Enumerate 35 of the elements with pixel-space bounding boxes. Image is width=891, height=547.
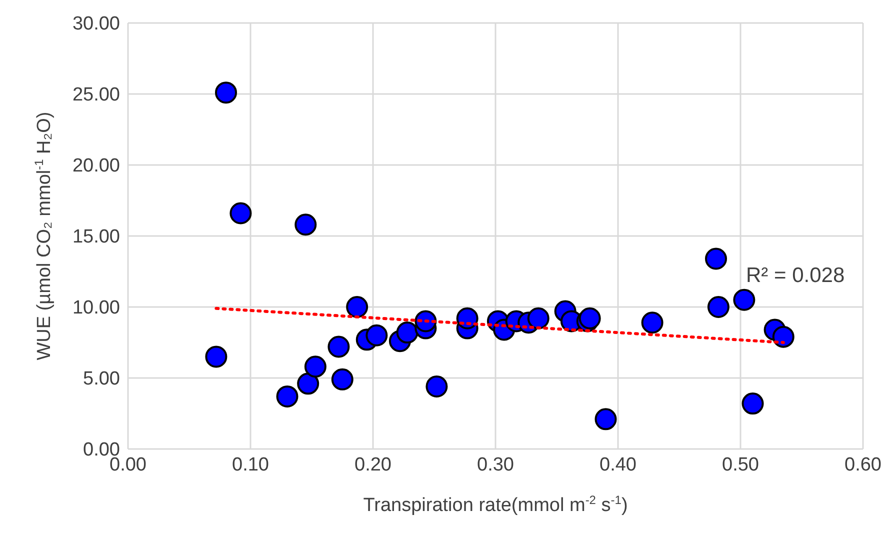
- x-axis-title: Transpiration rate(mmol m$^{-2}$ s$^{-1}$): [363, 493, 628, 516]
- point: [215, 82, 237, 104]
- y-tick-label: 15.00: [72, 226, 120, 248]
- y-tick-label: 5.00: [83, 368, 120, 390]
- point: [594, 408, 617, 430]
- point: [772, 326, 794, 348]
- point: [205, 346, 228, 368]
- y-tick-label: 25.00: [72, 84, 120, 106]
- x-tick-label: 0.50: [722, 454, 759, 476]
- y-tick-label: 10.00: [72, 298, 120, 319]
- point: [331, 368, 354, 390]
- y-tick-label: 20.00: [72, 156, 120, 177]
- point: [276, 385, 298, 408]
- point: [396, 322, 418, 344]
- point: [230, 202, 252, 224]
- x-tick-label: 0.40: [600, 454, 636, 476]
- point: [366, 324, 388, 346]
- point: [346, 296, 368, 318]
- x-tick-label: 0.20: [354, 454, 392, 476]
- annotation: R² = 0.028: [746, 264, 845, 288]
- point: [705, 248, 727, 270]
- point: [641, 312, 664, 334]
- point: [733, 288, 756, 311]
- point: [742, 392, 764, 415]
- x-tick-label: 0.30: [477, 454, 514, 476]
- point: [297, 372, 320, 395]
- y-tick-label: 30.00: [72, 14, 120, 35]
- x-tick-label: 0.60: [844, 454, 882, 476]
- point: [328, 336, 350, 358]
- point: [527, 307, 550, 330]
- point: [707, 296, 730, 318]
- point: [304, 356, 326, 378]
- point: [294, 214, 317, 236]
- point: [426, 376, 448, 398]
- x-tick-label: 0.10: [232, 454, 269, 476]
